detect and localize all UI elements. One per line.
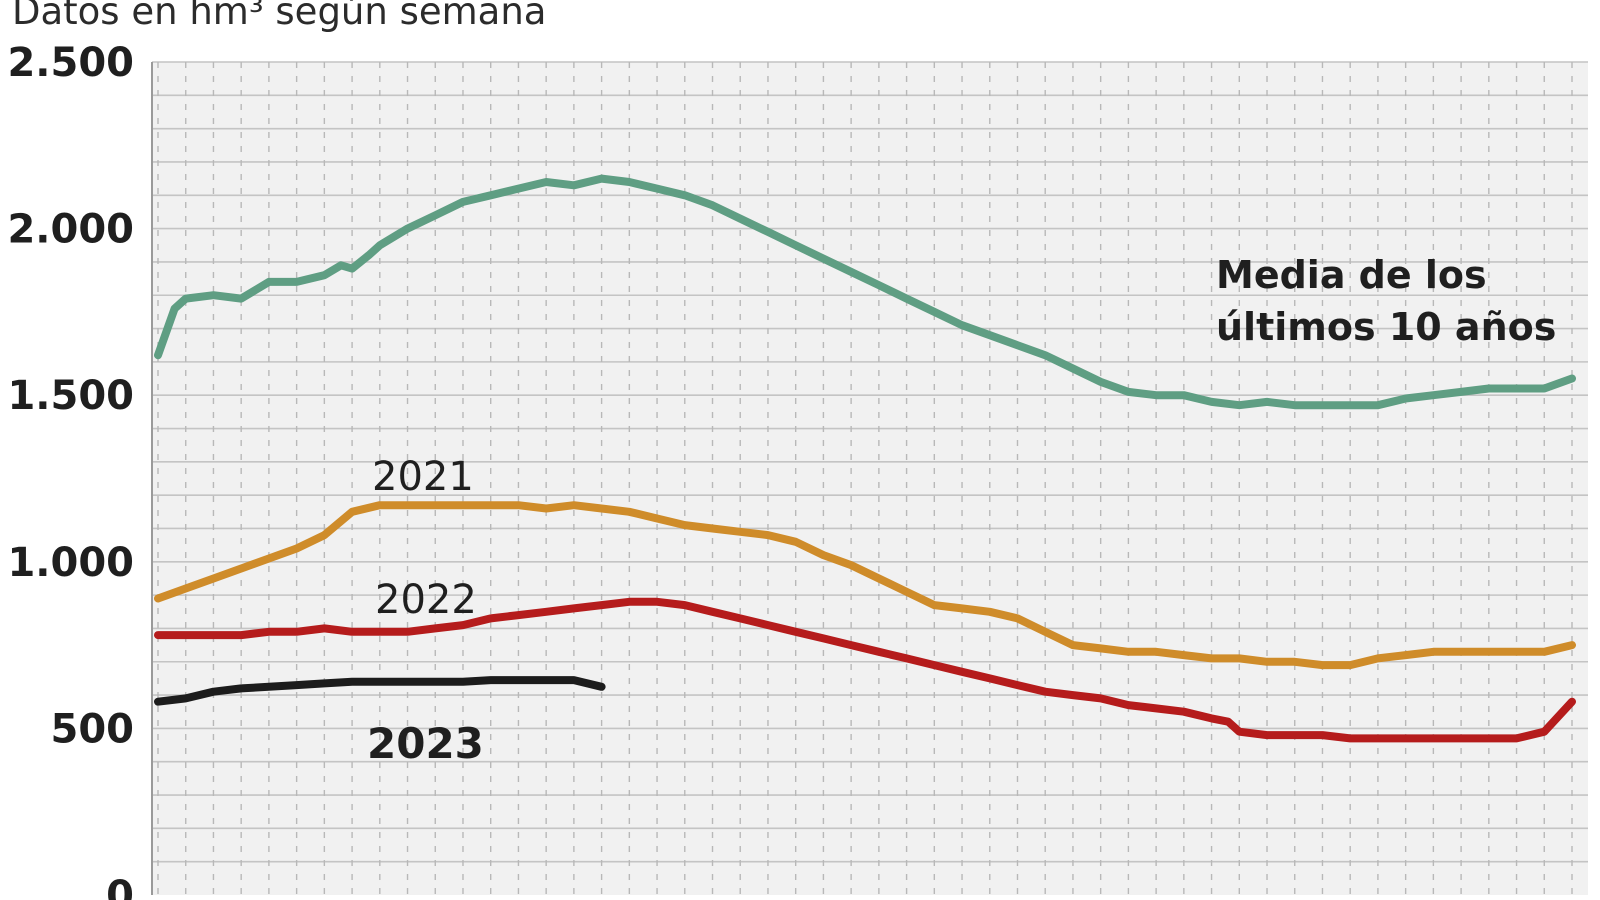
label-average-line1: Media de los [1216,253,1487,297]
y-tick-label: 0 [106,873,134,900]
y-tick-label: 2.000 [7,207,134,253]
series-line-media-10-anos [154,174,1576,410]
y-tick-label: 1.000 [7,540,134,586]
y-tick-label: 500 [51,706,135,752]
label-2021: 2021 [372,454,474,500]
y-axis: 0 500 1.000 1.500 2.000 2.500 [7,40,134,900]
chart-subtitle: Datos en hm³ según semana [12,0,546,33]
series-labels: Media de los últimos 10 años 2021 2022 2… [367,253,1556,768]
label-2022: 2022 [375,577,477,623]
series-line-2021 [154,501,1576,670]
label-2023: 2023 [367,719,484,768]
plot-area [151,61,1588,895]
label-average-line2: últimos 10 años [1216,305,1556,349]
series-line-2022 [154,597,1576,743]
series-lines [154,174,1576,743]
plot-background [152,62,1588,895]
y-tick-label: 1.500 [7,373,134,419]
y-tick-label: 2.500 [7,40,134,86]
series-line-2023 [154,676,606,706]
